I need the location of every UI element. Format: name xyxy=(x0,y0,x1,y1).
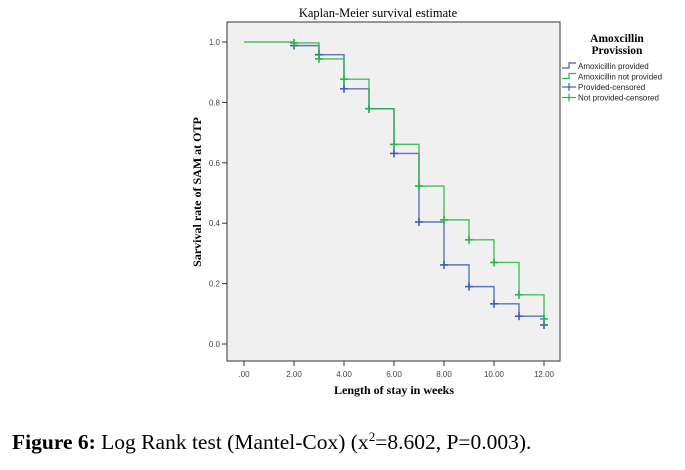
legend-label: Amoxicillin not provided xyxy=(578,73,662,82)
censor-mark xyxy=(490,299,498,308)
censor-mark xyxy=(340,84,348,93)
censor-mark xyxy=(465,235,473,244)
x-tick-label: 4.00 xyxy=(336,370,352,379)
x-tick-label: 8.00 xyxy=(436,370,452,379)
censor-mark xyxy=(390,149,398,158)
censor-mark xyxy=(365,104,373,113)
x-tick-label: 2.00 xyxy=(286,370,302,379)
censor-mark xyxy=(465,282,473,291)
legend-entry: Not provided-censored xyxy=(562,93,659,103)
caption-label: Figure 6: xyxy=(12,430,96,454)
legend-label: Not provided-censored xyxy=(578,94,659,103)
censor-mark xyxy=(440,215,448,224)
y-axis-label: Sarvival rate of SAM at OTP xyxy=(190,117,204,267)
legend-label: Provided-censored xyxy=(578,83,645,92)
chart-title: Kaplan-Meier survival estimate xyxy=(299,6,458,20)
caption-superscript: 2 xyxy=(368,429,376,444)
y-tick-label: 1.0 xyxy=(209,38,221,47)
x-tick-label: .00 xyxy=(238,370,250,379)
x-tick-label: 12.00 xyxy=(534,370,555,379)
censor-mark xyxy=(290,38,298,47)
censor-mark xyxy=(540,314,548,323)
legend-title-line2: Provission xyxy=(592,45,644,57)
legend: Amoxcillin Provission Amoxicillin provid… xyxy=(562,33,662,103)
y-tick-label: 0.8 xyxy=(209,98,221,107)
y-tick-label: 0.4 xyxy=(209,219,221,228)
km-chart: Kaplan-Meier survival estimate 0.0 0.2 0.4… xyxy=(190,6,662,397)
survival-step-line xyxy=(244,41,545,319)
censor-mark xyxy=(390,140,398,149)
censor-mark xyxy=(440,260,448,269)
y-axis: 0.0 0.2 0.4 0.6 0.8 1.0 xyxy=(209,38,227,349)
x-axis: .00 2.00 4.00 6.00 8.00 10.00 12.00 xyxy=(238,361,555,379)
y-tick-label: 0.6 xyxy=(209,159,221,168)
legend-title-line1: Amoxcillin xyxy=(590,33,644,45)
x-axis-label: Length of stay in weeks xyxy=(334,383,454,397)
legend-entry: Provided-censored xyxy=(562,83,645,92)
series-not-provided xyxy=(244,38,548,323)
censor-mark xyxy=(415,217,423,226)
censor-mark xyxy=(315,54,323,63)
legend-line-swatch xyxy=(562,72,576,80)
series-layer xyxy=(244,38,548,329)
censor-mark xyxy=(490,258,498,267)
censor-mark xyxy=(415,182,423,191)
legend-label: Amoxicillin provided xyxy=(578,62,649,71)
plot-area xyxy=(226,21,561,362)
caption-text-b: =8.602, P=0.003). xyxy=(375,430,532,454)
y-tick-label: 0.2 xyxy=(209,280,221,289)
legend-entry: Amoxicillin not provided xyxy=(562,73,662,82)
legend-line-swatch xyxy=(562,62,576,69)
x-tick-label: 10.00 xyxy=(484,370,505,379)
censor-mark xyxy=(515,312,523,321)
legend-entry: Amoxicillin provided xyxy=(562,62,649,71)
figure-caption: Figure 6: Log Rank test (Mantel-Cox) (x2… xyxy=(12,430,531,455)
x-tick-label: 6.00 xyxy=(386,370,402,379)
y-tick-label: 0.0 xyxy=(209,340,221,349)
caption-text-a: Log Rank test (Mantel-Cox) (x xyxy=(95,430,369,454)
censor-mark xyxy=(515,290,523,299)
censor-mark xyxy=(340,75,348,84)
